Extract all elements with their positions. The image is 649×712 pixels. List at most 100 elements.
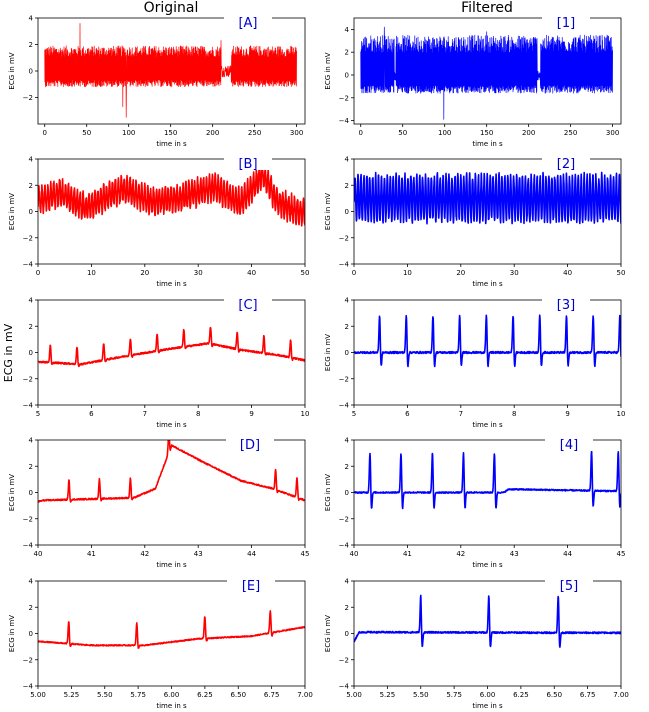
x-axis-label-C: time in s xyxy=(156,421,187,429)
x-tick-label-B: 40 xyxy=(247,269,256,277)
panel-label-2: [2] xyxy=(557,157,575,172)
y-tick-label-4: −2 xyxy=(339,515,349,523)
chart-panel-D: 40 41 42 43 44 45 −4 −2 0 2 4 time in s ECG in mV [D] xyxy=(8,436,309,569)
y-tick-label-D: −4 xyxy=(23,542,34,550)
x-tick-label-D: 40 xyxy=(34,550,43,558)
x-tick-label-3: 6 xyxy=(405,410,410,418)
ecg-trace-A xyxy=(44,22,297,118)
y-tick-label-4: −4 xyxy=(339,542,350,550)
y-tick-label-D: 0 xyxy=(29,489,33,497)
x-tick-label-B: 50 xyxy=(301,269,310,277)
x-tick-label-4: 43 xyxy=(510,550,519,558)
panel-label-C: [C] xyxy=(238,298,257,313)
x-tick-label-B: 30 xyxy=(194,269,203,277)
panel-label-bg-C xyxy=(224,296,272,311)
y-tick-label-3: 0 xyxy=(345,349,349,357)
chart-panel-5: 5.00 5.25 5.50 5.75 6.00 6.25 6.50 6.75 7.00 −4 −2… xyxy=(324,577,629,710)
ecg-trace-E xyxy=(38,610,305,649)
x-axis-label-5: time in s xyxy=(472,702,503,710)
y-tick-label-C: −4 xyxy=(23,402,34,410)
x-tick-label-C: 6 xyxy=(89,410,94,418)
x-tick-label-5: 7.00 xyxy=(613,691,629,699)
y-tick-label-2: −4 xyxy=(339,261,350,269)
y-tick-label-A: 4 xyxy=(29,15,34,23)
x-tick-label-2: 40 xyxy=(563,269,572,277)
x-tick-label-1: 200 xyxy=(522,129,535,137)
y-tick-label-5: 4 xyxy=(345,578,350,586)
x-tick-label-B: 10 xyxy=(87,269,96,277)
x-tick-label-3: 7 xyxy=(459,410,463,418)
y-tick-label-E: 0 xyxy=(29,630,33,638)
y-tick-label-1: 0 xyxy=(345,71,349,79)
x-tick-label-E: 6.75 xyxy=(264,691,280,699)
x-tick-label-1: 250 xyxy=(564,129,577,137)
x-axis-label-D: time in s xyxy=(156,561,187,569)
x-tick-label-1: 300 xyxy=(606,129,619,137)
y-tick-label-A: 0 xyxy=(29,68,33,76)
y-tick-label-5: −2 xyxy=(339,656,349,664)
y-tick-label-A: −2 xyxy=(23,94,33,102)
ecg-trace-2 xyxy=(354,171,621,225)
x-tick-label-1: 100 xyxy=(438,129,451,137)
x-tick-label-1: 50 xyxy=(398,129,407,137)
y-axis-label-A: ECG in mV xyxy=(8,52,16,89)
ecg-trace-3 xyxy=(354,314,621,368)
axes-frame-1 xyxy=(353,17,622,125)
x-tick-label-2: 50 xyxy=(617,269,626,277)
x-tick-label-3: 10 xyxy=(617,410,626,418)
panel-label-A: [A] xyxy=(238,16,257,31)
panel-label-bg-D xyxy=(226,436,274,451)
panel-label-5: [5] xyxy=(560,579,578,594)
panel-label-bg-4 xyxy=(545,436,593,451)
y-axis-label-B: ECG in mV xyxy=(8,193,16,230)
y-tick-label-1: −2 xyxy=(339,94,349,102)
x-tick-label-E: 5.75 xyxy=(130,691,146,699)
chart-panel-C: 5 6 7 8 9 10 −4 −2 0 2 4 time in s [C] xyxy=(23,296,310,429)
x-tick-label-E: 5.00 xyxy=(30,691,46,699)
x-tick-label-C: 8 xyxy=(196,410,200,418)
y-tick-label-3: −4 xyxy=(339,402,350,410)
x-tick-label-B: 0 xyxy=(36,269,40,277)
y-tick-label-1: 4 xyxy=(345,26,350,34)
x-tick-label-B: 20 xyxy=(140,269,149,277)
x-tick-label-A: 300 xyxy=(290,129,303,137)
x-tick-label-3: 9 xyxy=(565,410,569,418)
axes-frame-D xyxy=(37,439,306,546)
x-tick-label-4: 44 xyxy=(563,550,572,558)
y-tick-label-C: 0 xyxy=(29,349,33,357)
y-tick-label-E: −4 xyxy=(23,683,34,691)
x-tick-label-D: 44 xyxy=(247,550,256,558)
y-axis-label-2: ECG in mV xyxy=(324,193,332,230)
x-axis-label-E: time in s xyxy=(156,702,187,710)
original-column-title: Original xyxy=(144,0,199,16)
x-tick-label-D: 42 xyxy=(140,550,149,558)
ecg-trace-1 xyxy=(360,26,613,120)
y-axis-label-1: ECG in mV xyxy=(324,52,332,89)
x-tick-label-E: 5.25 xyxy=(64,691,80,699)
x-tick-label-A: 0 xyxy=(42,129,46,137)
x-tick-label-4: 40 xyxy=(350,550,359,558)
x-tick-label-2: 30 xyxy=(510,269,519,277)
x-tick-label-5: 6.50 xyxy=(546,691,562,699)
x-axis-label-1: time in s xyxy=(472,140,503,148)
panel-label-4: [4] xyxy=(560,438,578,453)
y-tick-label-4: 2 xyxy=(345,463,349,471)
x-tick-label-A: 50 xyxy=(82,129,91,137)
panel-label-bg-A xyxy=(224,14,272,29)
y-axis-label-5: ECG in mV xyxy=(324,615,332,652)
x-tick-label-E: 6.50 xyxy=(230,691,246,699)
y-tick-label-D: 2 xyxy=(29,463,33,471)
y-tick-label-2: 0 xyxy=(345,208,349,216)
y-tick-label-2: −2 xyxy=(339,234,349,242)
x-axis-label-B: time in s xyxy=(156,280,187,288)
x-tick-label-D: 43 xyxy=(194,550,203,558)
x-tick-label-2: 10 xyxy=(403,269,412,277)
y-tick-label-3: 4 xyxy=(345,297,350,305)
x-axis-label-A: time in s xyxy=(156,140,187,148)
ecg-trace-B xyxy=(38,159,305,227)
x-tick-label-A: 100 xyxy=(122,129,135,137)
x-tick-label-C: 10 xyxy=(301,410,310,418)
x-tick-label-2: 20 xyxy=(456,269,465,277)
x-tick-label-4: 41 xyxy=(403,550,412,558)
y-tick-label-4: 0 xyxy=(345,489,349,497)
